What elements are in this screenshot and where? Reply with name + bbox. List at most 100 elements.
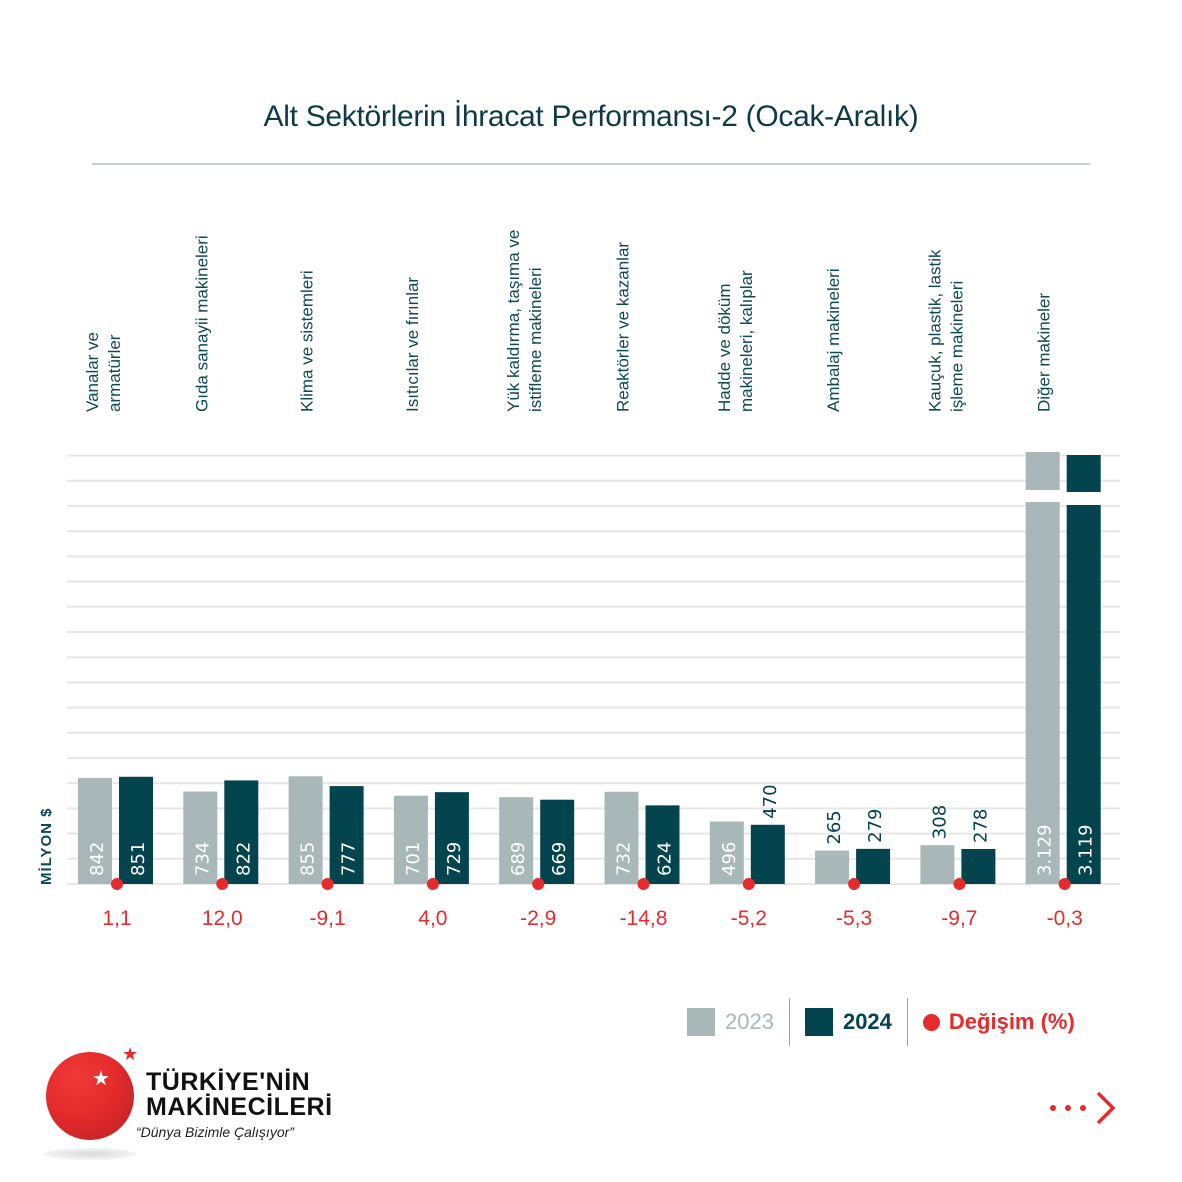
legend-label-change: Değişim (%) bbox=[948, 1009, 1075, 1034]
category-label: Ambalaj makineleri bbox=[824, 268, 843, 412]
legend-item-2024: 2024 bbox=[804, 1008, 892, 1036]
value-label-2024: 470 bbox=[760, 784, 781, 818]
logo-circle bbox=[46, 1052, 134, 1140]
value-label-2023: 3.129 bbox=[1035, 824, 1056, 876]
title-divider bbox=[92, 163, 1090, 165]
category-label: Hadde ve döküm bbox=[715, 283, 734, 412]
change-dot bbox=[321, 878, 334, 890]
value-label-2024: 777 bbox=[339, 842, 360, 876]
change-label: 4,0 bbox=[418, 907, 447, 930]
bar-break-cap-2024 bbox=[1066, 455, 1101, 492]
value-label-2023: 732 bbox=[614, 842, 635, 876]
chevron-right-icon bbox=[1096, 1091, 1116, 1125]
value-label-2023: 855 bbox=[298, 842, 319, 876]
change-label: 1,1 bbox=[102, 907, 131, 930]
y-axis-label: MİLYON $ bbox=[38, 808, 55, 885]
legend-dot-icon bbox=[922, 1013, 940, 1031]
bar-2024 bbox=[1066, 505, 1101, 884]
bar-2023 bbox=[183, 791, 218, 884]
legend: 2023 2024 Değişim (%) bbox=[687, 998, 1075, 1046]
change-markers: 1,1 12,0 -9,1 4,0 -2,9 -14,8 -5,2 -5,3 -9,7 -0,3 bbox=[102, 878, 1083, 930]
bar-2024 bbox=[224, 780, 259, 884]
logo: ★ ★ TÜRKİYE'NİN MAKİNECİLERİ “Dünya Bizi… bbox=[44, 1046, 344, 1170]
bar-2023 bbox=[604, 791, 639, 884]
change-label: -0,3 bbox=[1047, 907, 1083, 930]
category-label: Klima ve sistemleri bbox=[298, 270, 317, 412]
value-label-2023: 265 bbox=[824, 810, 845, 844]
change-label: 12,0 bbox=[202, 907, 243, 930]
legend-swatch-2024 bbox=[804, 1008, 833, 1036]
value-label-2024: 279 bbox=[865, 808, 886, 842]
chart-title: Alt Sektörlerin İhracat Performansı-2 (O… bbox=[263, 100, 919, 133]
value-label-2024: 822 bbox=[233, 842, 254, 876]
category-label: Reaktörler ve kazanlar bbox=[614, 242, 633, 412]
category-label: armatürler bbox=[105, 334, 124, 412]
bars bbox=[78, 452, 1101, 884]
dot-icon bbox=[1080, 1105, 1086, 1111]
change-label: -2,9 bbox=[520, 907, 556, 930]
bar-2023 bbox=[499, 797, 534, 884]
change-dot bbox=[1058, 878, 1071, 890]
value-label-2024: 851 bbox=[128, 842, 149, 876]
change-dot bbox=[742, 878, 755, 890]
change-dot bbox=[848, 878, 861, 890]
legend-label-2024: 2024 bbox=[842, 1009, 892, 1034]
category-label: Diğer makineler bbox=[1035, 293, 1054, 412]
change-dot bbox=[111, 878, 123, 890]
bar-2024 bbox=[434, 792, 469, 884]
category-label: Kauçuk, plastik, lastik bbox=[925, 249, 944, 412]
value-label-2024: 3.119 bbox=[1076, 824, 1097, 876]
category-label: makineleri, kalıplar bbox=[737, 270, 756, 412]
legend-separator bbox=[906, 998, 908, 1046]
value-label-2023: 308 bbox=[929, 805, 950, 839]
bar-2023 bbox=[1025, 502, 1060, 884]
logo-text-line2: MAKİNECİLERİ bbox=[146, 1093, 333, 1121]
value-label-2023: 689 bbox=[508, 842, 529, 876]
legend-label-2023: 2023 bbox=[725, 1009, 774, 1034]
bar-2024 bbox=[750, 824, 785, 884]
dot-icon bbox=[1050, 1105, 1056, 1111]
bar-2024 bbox=[961, 848, 996, 884]
value-label-2023: 496 bbox=[719, 842, 740, 876]
legend-item-2023: 2023 bbox=[687, 1008, 774, 1036]
bar-chart: Vanalar ve armatürler Gıda sanayii makinel… bbox=[38, 230, 1120, 930]
bar-2024 bbox=[119, 776, 153, 884]
change-dot bbox=[953, 878, 966, 890]
category-label: Isıtıcılar ve fırınlar bbox=[403, 277, 422, 412]
value-label-2023: 734 bbox=[192, 842, 213, 876]
bar-2023 bbox=[288, 776, 323, 884]
value-label-2024: 729 bbox=[444, 842, 465, 876]
value-labels: 842 851 734 822 855 777 701 729 689 669 732 624 496 4… bbox=[87, 784, 1097, 876]
bar-2024 bbox=[540, 799, 575, 884]
change-label: -9,1 bbox=[310, 907, 346, 930]
bar-2023 bbox=[920, 845, 955, 884]
category-label: istifleme makineleri bbox=[526, 267, 545, 412]
legend-swatch-2023 bbox=[687, 1008, 715, 1036]
value-label-2024: 278 bbox=[970, 809, 991, 843]
change-dot bbox=[216, 878, 229, 890]
change-label: -9,7 bbox=[941, 907, 977, 930]
bar-2023 bbox=[78, 777, 112, 884]
legend-separator bbox=[788, 998, 790, 1046]
logo-text-line1: TÜRKİYE'NİN bbox=[146, 1068, 311, 1096]
change-label: -14,8 bbox=[620, 907, 668, 930]
change-dot bbox=[637, 878, 650, 890]
value-label-2023: 842 bbox=[87, 842, 108, 876]
category-label: Gıda sanayii makineleri bbox=[192, 235, 211, 412]
category-label: işleme makineleri bbox=[947, 281, 966, 412]
bar-2023 bbox=[393, 795, 428, 884]
value-label-2024: 624 bbox=[655, 842, 676, 876]
next-page-button[interactable] bbox=[1050, 1088, 1125, 1128]
logo-shadow bbox=[44, 1148, 136, 1160]
bar-break-cap-2023 bbox=[1025, 452, 1060, 490]
bar-2024 bbox=[856, 848, 891, 884]
change-label: -5,3 bbox=[836, 907, 872, 930]
change-label: -5,2 bbox=[731, 907, 767, 930]
category-labels: Vanalar ve armatürler Gıda sanayii makinel… bbox=[83, 230, 1054, 412]
change-dot bbox=[532, 878, 545, 890]
bar-2024 bbox=[329, 786, 364, 884]
dot-icon bbox=[1065, 1105, 1071, 1111]
legend-item-change: Değişim (%) bbox=[922, 1009, 1075, 1035]
bar-2023 bbox=[709, 821, 744, 884]
star-icon: ★ bbox=[92, 1066, 110, 1090]
